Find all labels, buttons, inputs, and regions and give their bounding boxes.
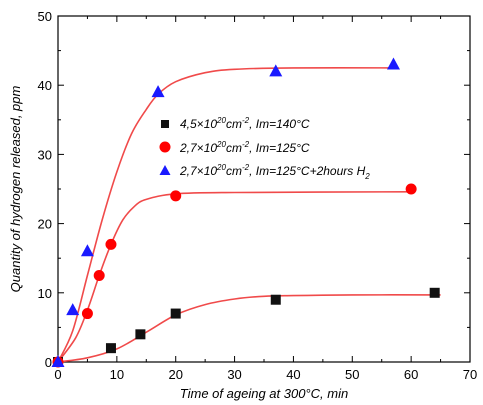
data-point-square — [170, 308, 181, 319]
data-point-triangle — [386, 57, 400, 70]
data-point-triangle — [269, 64, 283, 77]
data-point-circle — [93, 270, 105, 281]
x-tick-label: 30 — [227, 367, 241, 382]
legend-entry-3: 2,7×1020cm-2, Im=125°C+2hours H2 — [179, 163, 370, 181]
legend-3-sup1: 20 — [216, 163, 226, 172]
legend-3-sup2: -2 — [242, 163, 250, 172]
data-point-square — [105, 343, 116, 354]
legend-1-tail: , Im=140°C — [249, 117, 310, 131]
legend-1-mid: cm — [226, 117, 242, 131]
legend-2-tail: , Im=125°C — [249, 141, 310, 155]
legend-3-tail: , Im=125°C+2hours H — [249, 164, 366, 178]
legend-1-sup2: -2 — [242, 116, 250, 125]
y-tick-label: 20 — [38, 217, 52, 232]
data-point-square — [429, 287, 440, 298]
x-tick-label: 10 — [110, 367, 124, 382]
x-tick-label: 50 — [345, 367, 359, 382]
legend-2-sup1: 20 — [216, 140, 226, 149]
legend-3-sub: 2 — [364, 172, 370, 181]
x-tick-label: 40 — [286, 367, 300, 382]
x-tick-label: 60 — [404, 367, 418, 382]
data-point-square — [135, 329, 146, 340]
legend-2-sup2: -2 — [242, 140, 250, 149]
x-tick-label: 70 — [463, 367, 477, 382]
data-point-triangle — [151, 85, 165, 98]
legend-entry-2: 2,7×1020cm-2, Im=125°C — [179, 140, 310, 155]
x-axis-title: Time of ageing at 300°C, min — [180, 386, 348, 401]
fit-curve-series-3 — [57, 67, 394, 363]
legend: 4,5×1020cm-2, Im=140°C 2,7×1020cm-2, Im=… — [159, 116, 370, 181]
legend-2-mid: cm — [226, 141, 242, 155]
fit-curves — [57, 67, 441, 363]
y-tick-label: 40 — [38, 78, 52, 93]
legend-1-sup1: 20 — [216, 116, 226, 125]
legend-entry-1: 4,5×1020cm-2, Im=140°C — [180, 116, 310, 131]
x-tick-label: 0 — [54, 367, 61, 382]
data-point-triangle — [66, 303, 80, 316]
axis-ticks: 0 10 20 30 40 50 60 70 0 10 20 30 40 50 — [38, 9, 478, 382]
data-point-circle — [405, 183, 417, 195]
y-tick-label: 50 — [38, 9, 52, 24]
y-tick-label: 0 — [45, 355, 52, 370]
y-axis-title: Quantity of hydrogen released, ppm — [8, 85, 23, 292]
data-point-triangle — [51, 355, 65, 367]
legend-marker-square — [161, 120, 169, 128]
data-point-circle — [105, 238, 117, 250]
y-tick-label: 30 — [38, 147, 52, 162]
data-point-circle — [81, 308, 93, 320]
x-tick-label: 20 — [168, 367, 182, 382]
legend-3-mid: cm — [226, 164, 242, 178]
legend-marker-circle — [159, 141, 171, 153]
data-point-square — [270, 294, 281, 305]
data-point-circle — [170, 190, 182, 202]
fit-curve-series-2 — [57, 191, 412, 363]
data-points — [51, 57, 440, 368]
data-point-triangle — [80, 244, 94, 257]
legend-marker-triangle — [159, 165, 171, 175]
y-tick-label: 10 — [38, 286, 52, 301]
